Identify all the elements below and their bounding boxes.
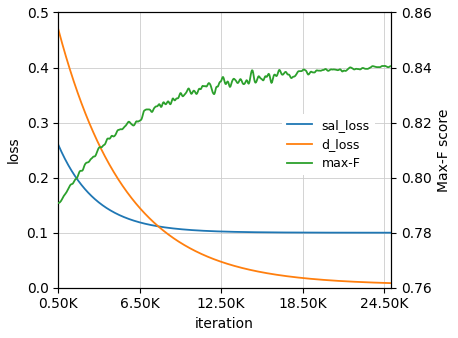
max-F [278,69,283,73]
Line: d_loss: d_loss [58,29,391,283]
d_loss [278,273,283,277]
d_loss [206,255,212,259]
max-F [141,110,147,114]
d_loss [141,210,147,214]
sal_loss [141,221,147,225]
max-F [114,129,120,133]
sal_loss [55,143,61,147]
sal_loss [114,212,120,216]
Legend: sal_loss, d_loss, max-F: sal_loss, d_loss, max-F [282,114,375,175]
sal_loss [251,230,257,234]
d_loss [55,27,61,31]
d_loss [388,281,393,285]
d_loss [114,175,120,179]
d_loss [251,269,257,273]
X-axis label: iteration: iteration [195,317,254,331]
max-F [206,81,212,85]
d_loss [306,276,311,281]
sal_loss [306,231,311,235]
max-F [251,77,257,81]
Y-axis label: Max-F score: Max-F score [437,108,451,192]
Line: max-F: max-F [58,66,391,203]
max-F [306,72,311,76]
sal_loss [388,231,393,235]
sal_loss [206,229,212,233]
Line: sal_loss: sal_loss [58,145,391,233]
sal_loss [278,231,283,235]
max-F [382,64,387,68]
max-F [55,201,61,205]
max-F [388,64,393,68]
Y-axis label: loss: loss [7,137,21,164]
